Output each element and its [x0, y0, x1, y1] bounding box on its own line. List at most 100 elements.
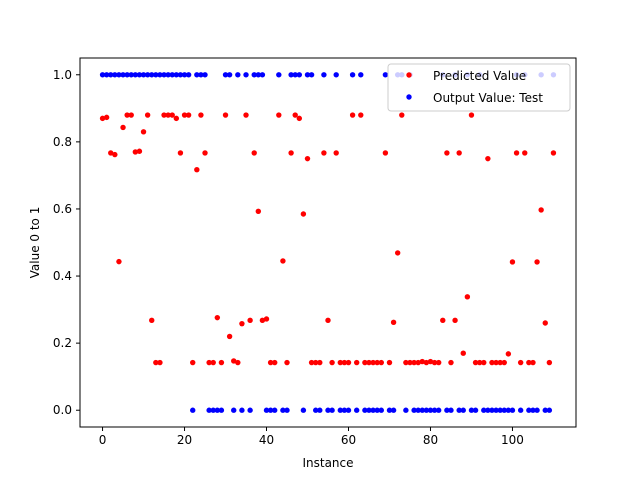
predicted-point-46: [288, 150, 294, 156]
output-point-87: [456, 407, 462, 413]
predicted-point-35: [243, 112, 249, 118]
predicted-point-96: [493, 359, 499, 366]
output-point-74: [403, 407, 409, 413]
output-point-99: [505, 407, 512, 413]
output-point-109: [546, 407, 553, 413]
predicted-point-22: [190, 359, 196, 366]
output-point-88: [460, 407, 466, 413]
predicted-point-52: [313, 359, 319, 366]
output-point-76: [411, 407, 417, 413]
x-tick-label-2: 40: [259, 433, 274, 447]
output-point-44: [280, 407, 286, 413]
predicted-point-104: [526, 359, 532, 366]
predicted-point-42: [272, 359, 278, 366]
output-point-33: [235, 72, 241, 78]
predicted-point-24: [198, 112, 204, 118]
predicted-point-64: [362, 359, 368, 366]
x-tick-label-1: 20: [177, 433, 192, 447]
output-point-56: [329, 407, 335, 413]
output-point-67: [374, 407, 380, 413]
predicted-point-34: [239, 320, 245, 327]
output-point-80: [427, 407, 434, 413]
predicted-point-98: [501, 359, 507, 366]
output-point-58: [337, 407, 343, 413]
output-point-38: [255, 72, 262, 78]
predicted-point-56: [329, 359, 335, 366]
predicted-point-44: [280, 258, 286, 264]
y-tick-label-2: 0.4: [53, 269, 72, 283]
y-axis-label: Value 0 to 1: [28, 207, 42, 279]
output-point-28: [214, 407, 221, 413]
output-point-46: [288, 72, 294, 78]
predicted-point-48: [296, 115, 303, 122]
predicted-point-72: [394, 250, 401, 256]
predicted-point-103: [522, 150, 528, 156]
predicted-point-78: [419, 358, 425, 365]
predicted-point-66: [370, 359, 376, 366]
output-point-61: [349, 72, 356, 78]
output-point-94: [485, 407, 491, 413]
predicted-point-11: [144, 112, 151, 118]
predicted-point-83: [440, 317, 446, 324]
output-point-10: [140, 72, 147, 78]
output-point-105: [530, 407, 536, 413]
predicted-point-43: [276, 112, 282, 118]
predicted-point-73: [399, 112, 405, 118]
predicted-point-82: [435, 359, 442, 366]
y-tick-label-3: 0.6: [53, 202, 72, 216]
predicted-point-54: [321, 150, 327, 156]
predicted-point-91: [472, 359, 479, 366]
output-point-96: [493, 407, 499, 413]
output-point-54: [321, 72, 327, 78]
predicted-point-15: [161, 112, 167, 118]
predicted-point-47: [292, 112, 298, 118]
x-axis-label: Instance: [302, 456, 353, 470]
output-point-79: [423, 407, 430, 413]
output-point-108: [542, 407, 548, 413]
predicted-point-68: [378, 359, 384, 366]
predicted-point-49: [300, 211, 307, 217]
predicted-point-7: [128, 112, 134, 118]
predicted-point-1: [103, 114, 110, 121]
output-point-29: [218, 407, 225, 413]
predicted-point-65: [366, 359, 372, 366]
output-point-45: [284, 407, 290, 413]
predicted-point-84: [444, 150, 450, 156]
output-point-19: [177, 72, 184, 78]
predicted-point-109: [546, 359, 553, 366]
output-point-18: [173, 72, 180, 78]
predicted-point-17: [169, 112, 175, 118]
output-point-12: [149, 72, 155, 78]
output-point-91: [472, 407, 479, 413]
y-tick-label-1: 0.2: [53, 336, 72, 350]
predicted-point-92: [476, 359, 483, 366]
predicted-point-19: [177, 150, 184, 156]
predicted-point-33: [235, 359, 241, 366]
output-point-17: [169, 72, 175, 78]
predicted-point-99: [505, 351, 512, 357]
predicted-point-36: [247, 317, 253, 324]
output-point-4: [116, 72, 122, 78]
output-point-102: [517, 407, 524, 413]
predicted-point-85: [448, 359, 454, 366]
output-point-31: [226, 72, 233, 78]
x-tick-label-3: 60: [341, 433, 356, 447]
predicted-point-10: [140, 129, 147, 135]
predicted-point-4: [116, 258, 122, 265]
output-point-63: [358, 72, 364, 78]
legend-marker-predicted: [406, 72, 412, 78]
predicted-point-81: [431, 359, 438, 366]
output-point-68: [378, 407, 384, 413]
output-point-69: [382, 72, 389, 78]
predicted-point-86: [452, 317, 458, 324]
output-point-27: [210, 407, 216, 413]
predicted-point-32: [231, 358, 237, 364]
predicted-point-93: [481, 359, 487, 366]
predicted-point-8: [132, 149, 139, 155]
output-point-84: [444, 407, 450, 413]
output-point-53: [317, 407, 323, 413]
predicted-point-23: [194, 167, 200, 173]
y-tick-label-4: 0.8: [53, 135, 72, 149]
output-point-98: [501, 407, 507, 413]
